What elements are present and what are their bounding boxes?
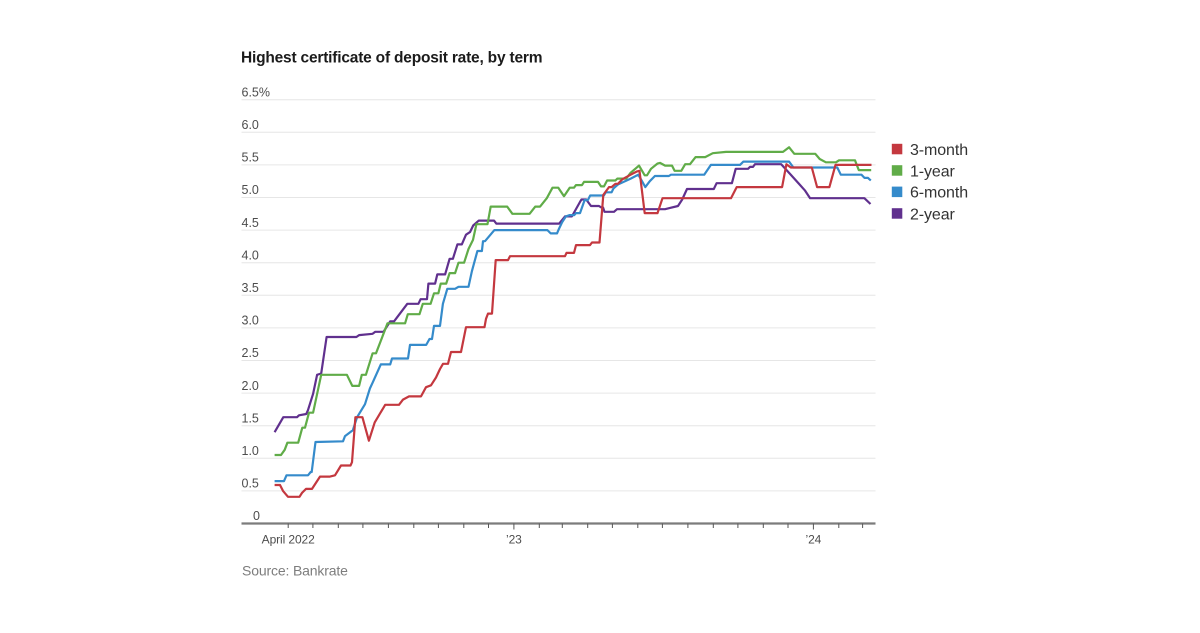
svg-text:1-year: 1-year: [910, 163, 956, 180]
svg-text:1.0: 1.0: [242, 444, 259, 458]
svg-text:4.0: 4.0: [242, 248, 259, 262]
svg-text:Source: Bankrate: Source: Bankrate: [242, 562, 348, 578]
svg-text:6-month: 6-month: [910, 185, 968, 202]
svg-text:3-month: 3-month: [910, 142, 968, 159]
svg-text:2.0: 2.0: [242, 379, 259, 393]
svg-text:3.5: 3.5: [242, 281, 259, 295]
svg-text:2-year: 2-year: [910, 206, 956, 223]
svg-text:0.5: 0.5: [242, 477, 259, 491]
svg-text:’24: ’24: [806, 533, 822, 547]
svg-text:2.5: 2.5: [242, 346, 259, 360]
svg-text:5.0: 5.0: [242, 183, 259, 197]
svg-text:6.5%: 6.5%: [242, 85, 271, 99]
svg-text:’23: ’23: [506, 533, 522, 547]
svg-text:April 2022: April 2022: [262, 533, 315, 547]
svg-text:6.0: 6.0: [242, 118, 259, 132]
svg-text:4.5: 4.5: [242, 216, 259, 230]
svg-text:Highest certificate of deposit: Highest certificate of deposit rate, by …: [241, 50, 542, 67]
svg-text:1.5: 1.5: [242, 411, 259, 425]
svg-text:0: 0: [253, 509, 260, 523]
svg-text:3.0: 3.0: [242, 314, 259, 328]
svg-text:5.5: 5.5: [242, 151, 259, 165]
